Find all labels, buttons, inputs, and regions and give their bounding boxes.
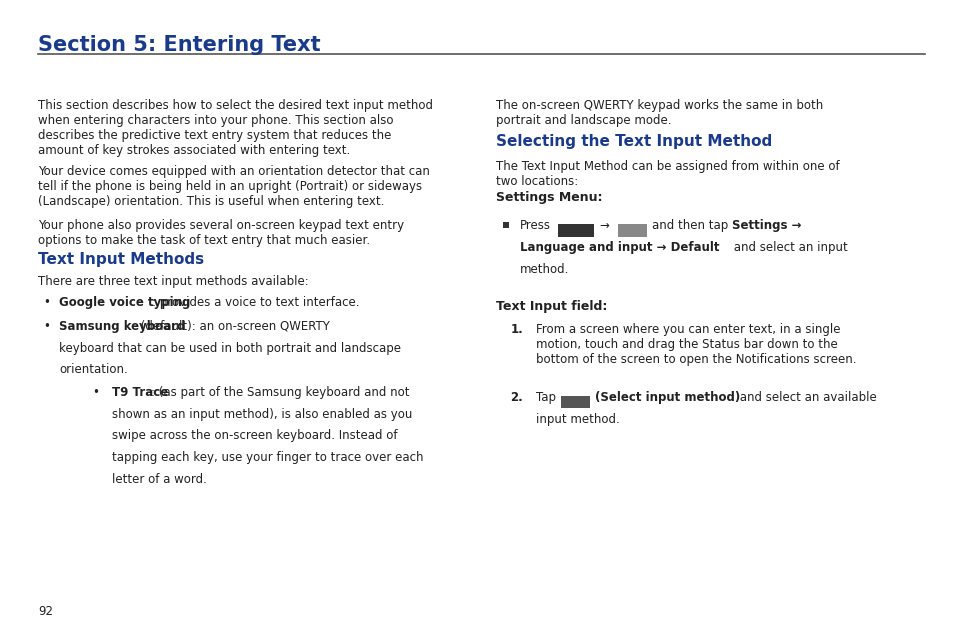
Text: Press: Press (519, 219, 550, 232)
Text: orientation.: orientation. (59, 363, 128, 376)
Text: swipe across the on-screen keyboard. Instead of: swipe across the on-screen keyboard. Ins… (112, 429, 396, 442)
Bar (558, 224, 594, 237)
Bar (618, 224, 646, 237)
Bar (560, 396, 589, 408)
Text: Samsung keyboard: Samsung keyboard (59, 320, 185, 333)
Text: Settings →: Settings → (731, 219, 801, 232)
Text: 2.: 2. (510, 391, 522, 404)
Text: This section describes how to select the desired text input method
when entering: This section describes how to select the… (38, 99, 433, 156)
Text: (Select input method): (Select input method) (595, 391, 740, 404)
Text: Google voice typing: Google voice typing (59, 296, 191, 308)
Text: Language and input → Default: Language and input → Default (519, 241, 719, 254)
Text: : provides a voice to text interface.: : provides a voice to text interface. (152, 296, 358, 308)
Text: •: • (92, 386, 99, 399)
Text: →: → (598, 219, 608, 232)
Text: Text Input Methods: Text Input Methods (38, 252, 204, 268)
Text: There are three text input methods available:: There are three text input methods avail… (38, 275, 309, 287)
Text: and then tap: and then tap (651, 219, 727, 232)
Text: and select an input: and select an input (729, 241, 846, 254)
Text: •: • (43, 296, 50, 308)
Text: keyboard that can be used in both portrait and landscape: keyboard that can be used in both portra… (59, 342, 400, 354)
Text: (default): an on-screen QWERTY: (default): an on-screen QWERTY (137, 320, 330, 333)
Text: method.: method. (519, 263, 569, 275)
Text: : (as part of the Samsung keyboard and not: : (as part of the Samsung keyboard and n… (151, 386, 409, 399)
Text: The on-screen QWERTY keypad works the same in both
portrait and landscape mode.: The on-screen QWERTY keypad works the sa… (496, 99, 822, 127)
Text: tapping each key, use your finger to trace over each: tapping each key, use your finger to tra… (112, 451, 423, 464)
Text: and select an available: and select an available (736, 391, 877, 404)
Text: Selecting the Text Input Method: Selecting the Text Input Method (496, 134, 772, 149)
Text: Section 5: Entering Text: Section 5: Entering Text (38, 35, 320, 55)
Text: shown as an input method), is also enabled as you: shown as an input method), is also enabl… (112, 408, 412, 420)
Text: Your device comes equipped with an orientation detector that can
tell if the pho: Your device comes equipped with an orien… (38, 165, 430, 209)
Text: 1.: 1. (510, 323, 522, 336)
Bar (502, 222, 509, 228)
Text: From a screen where you can enter text, in a single
motion, touch and drag the S: From a screen where you can enter text, … (536, 323, 856, 366)
Text: letter of a word.: letter of a word. (112, 473, 206, 485)
Text: T9 Trace: T9 Trace (112, 386, 168, 399)
Text: Your phone also provides several on-screen keypad text entry
options to make the: Your phone also provides several on-scre… (38, 219, 404, 247)
Text: •: • (43, 320, 50, 333)
Text: 92: 92 (38, 605, 53, 618)
Text: Settings Menu:: Settings Menu: (496, 191, 602, 204)
Text: Text Input field:: Text Input field: (496, 300, 607, 313)
Text: input method.: input method. (536, 413, 619, 425)
Text: Tap: Tap (536, 391, 556, 404)
Text: The Text Input Method can be assigned from within one of
two locations:: The Text Input Method can be assigned fr… (496, 160, 839, 188)
